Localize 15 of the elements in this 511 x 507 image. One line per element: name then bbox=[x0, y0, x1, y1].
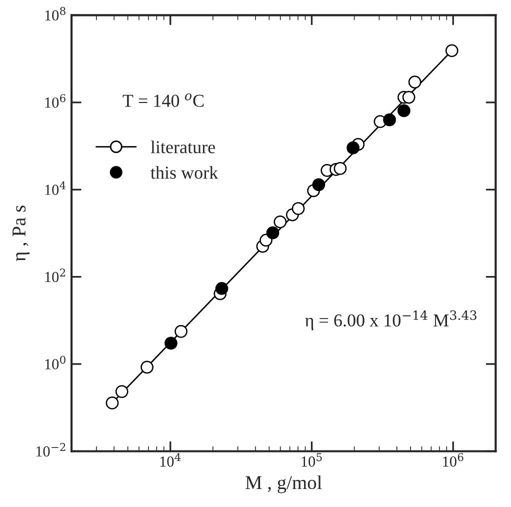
y-tick-label: 10$^{2}$ bbox=[45, 268, 66, 282]
annotation: T = 140 $^{o}$C bbox=[122, 93, 204, 107]
annotation: η = 6.00 x 10$^{−14}$ M$^{3.43}$ bbox=[305, 310, 476, 330]
y-tick-label: 10$^{6}$ bbox=[45, 94, 66, 108]
x-axis-title: M , g/mol bbox=[246, 476, 322, 494]
x-tick-label: 10$^{6}$ bbox=[443, 453, 464, 467]
legend-label: literature bbox=[150, 140, 215, 154]
y-tick-label: 10$^{0}$ bbox=[45, 356, 66, 370]
y-tick-label: 10$^{−2}$ bbox=[36, 442, 66, 457]
x-tick-label: 10$^{5}$ bbox=[302, 453, 322, 467]
x-tick-label: 10$^{4}$ bbox=[160, 453, 181, 467]
y-tick-label: 10$^{4}$ bbox=[45, 181, 66, 195]
y-axis-title: η , Pa s bbox=[12, 206, 30, 262]
legend-label: this work bbox=[150, 166, 218, 179]
y-tick-label: 10$^{8}$ bbox=[45, 6, 66, 21]
